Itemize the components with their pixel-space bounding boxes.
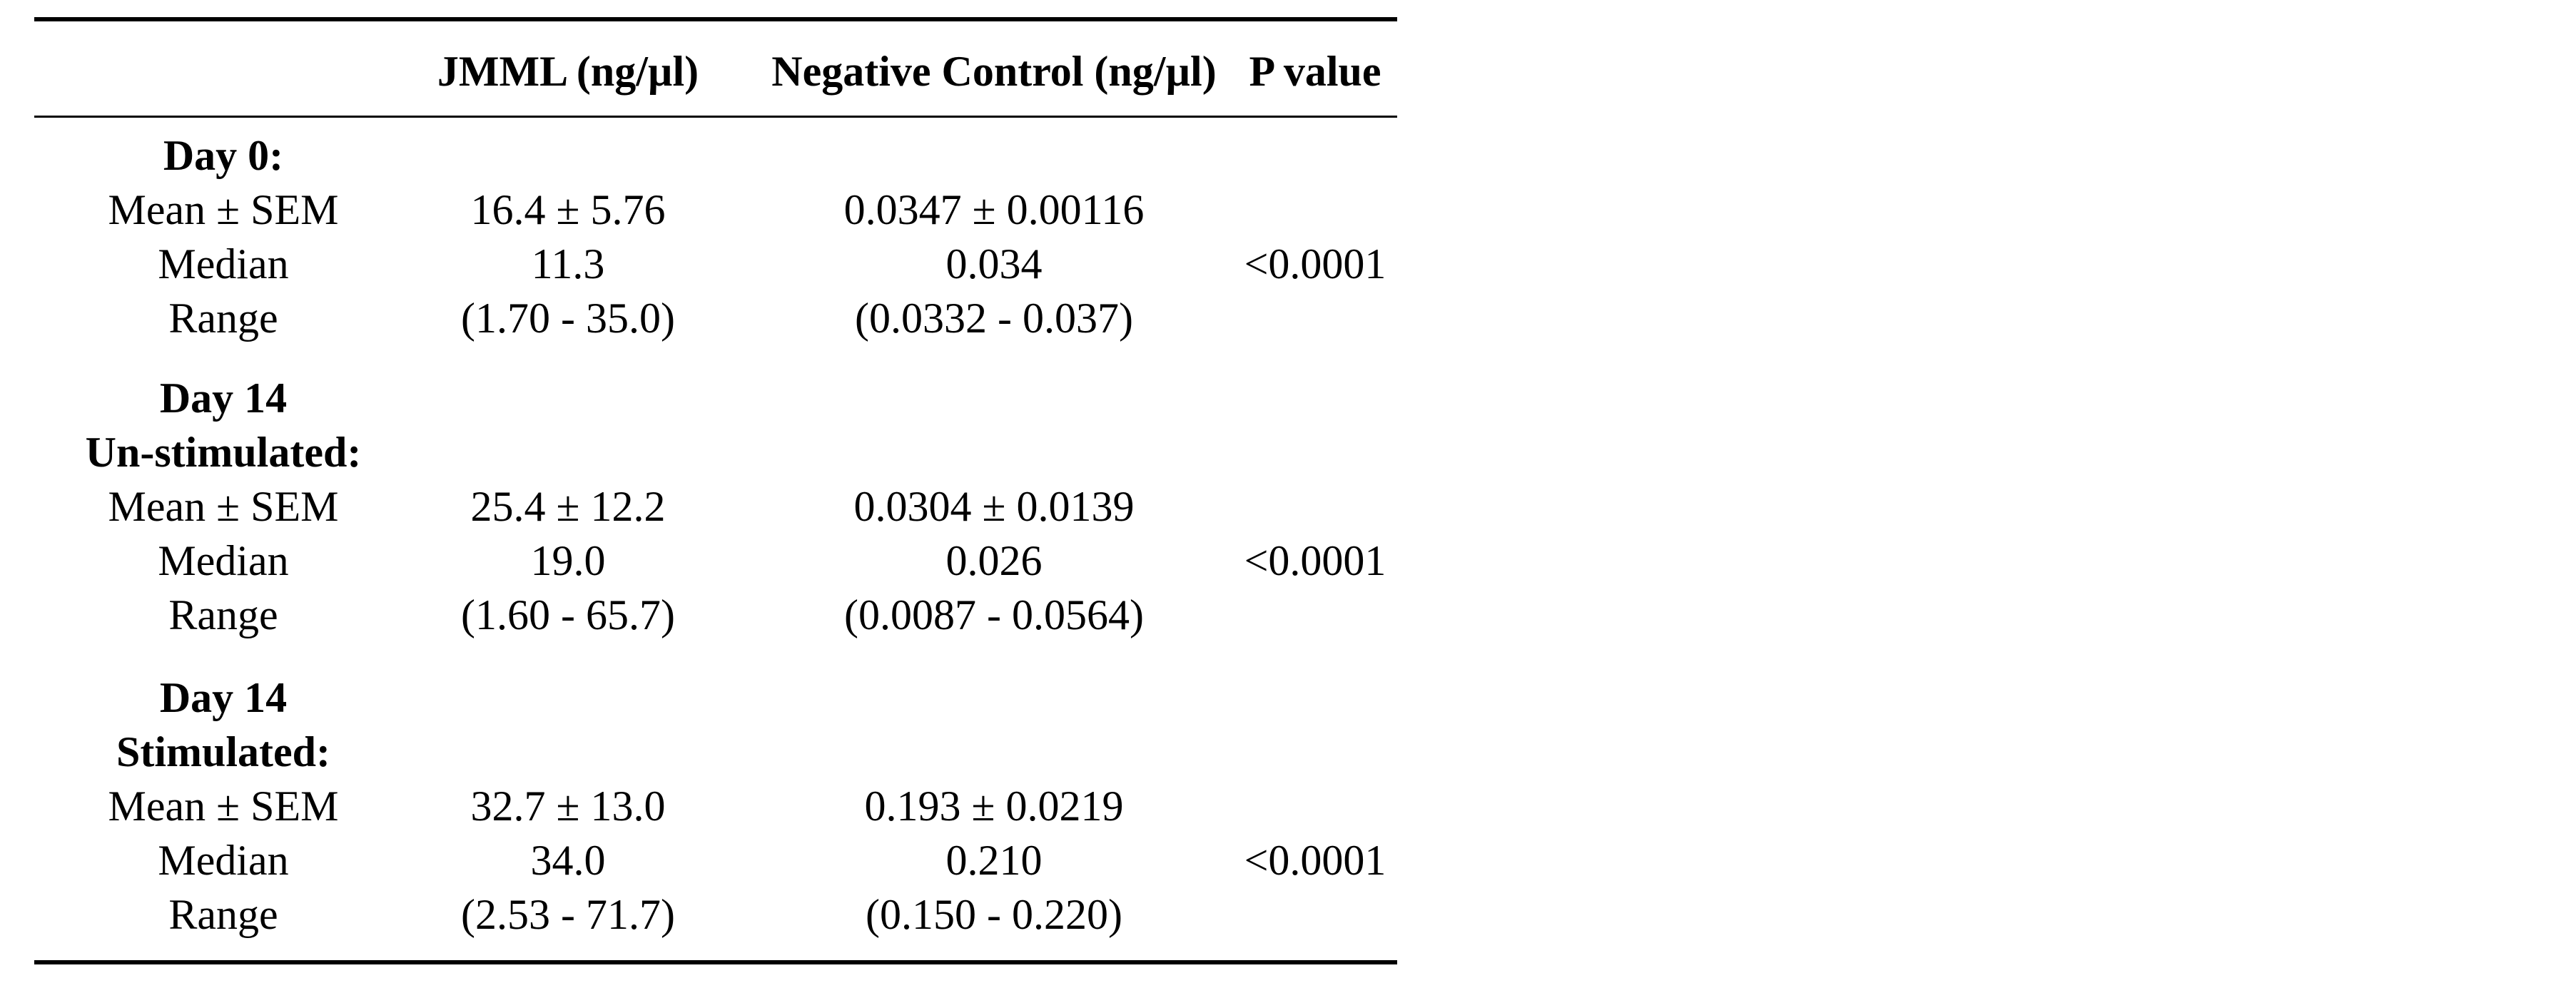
table-top-rule xyxy=(34,17,1397,21)
cell-jmml-median: 34.0 xyxy=(530,837,606,884)
header-jmml: JMML (ng/µl) xyxy=(437,48,699,95)
cell-jmml-mean: 16.4 ± 5.76 xyxy=(470,186,666,233)
row-label-mean-sem: Mean ± SEM xyxy=(108,186,339,233)
table-bottom-rule xyxy=(34,960,1397,964)
cell-jmml-median: 19.0 xyxy=(530,537,606,584)
cell-jmml-mean: 25.4 ± 12.2 xyxy=(470,483,666,530)
cell-jmml-range: (1.60 - 65.7) xyxy=(461,591,675,638)
cell-control-mean: 0.0347 ± 0.00116 xyxy=(843,186,1145,233)
header-negative-control: Negative Control (ng/µl) xyxy=(771,48,1217,95)
row-label-median: Median xyxy=(158,537,289,584)
cell-control-median: 0.034 xyxy=(945,240,1043,287)
cell-jmml-range: (1.70 - 35.0) xyxy=(461,295,675,342)
row-label-range: Range xyxy=(168,891,278,938)
cell-jmml-median: 11.3 xyxy=(531,240,605,287)
cell-control-mean: 0.0304 ± 0.0139 xyxy=(853,483,1135,530)
cell-jmml-mean: 32.7 ± 13.0 xyxy=(470,783,666,830)
group-title-day14-unstimulated: Un-stimulated: xyxy=(85,429,362,476)
header-p-value: P value xyxy=(1249,48,1381,95)
cell-p-value: <0.0001 xyxy=(1244,240,1386,287)
group-title-day14-line1: Day 14 xyxy=(159,375,288,422)
cell-control-range: (0.0332 - 0.037) xyxy=(855,295,1133,342)
cell-control-range: (0.0087 - 0.0564) xyxy=(844,591,1144,638)
cell-control-range: (0.150 - 0.220) xyxy=(866,891,1122,938)
row-label-median: Median xyxy=(158,240,289,287)
table-header-rule xyxy=(34,116,1397,118)
row-label-mean-sem: Mean ± SEM xyxy=(108,783,339,830)
cell-control-median: 0.026 xyxy=(945,537,1043,584)
group-title-day0: Day 0: xyxy=(163,132,284,179)
group-title-day14-stimulated: Stimulated: xyxy=(116,728,330,775)
cell-jmml-range: (2.53 - 71.7) xyxy=(461,891,675,938)
row-label-range: Range xyxy=(168,295,278,342)
group-title-day14-line1: Day 14 xyxy=(159,674,288,721)
cell-p-value: <0.0001 xyxy=(1244,537,1386,584)
row-label-range: Range xyxy=(168,591,278,638)
cell-control-mean: 0.193 ± 0.0219 xyxy=(864,783,1124,830)
cell-control-median: 0.210 xyxy=(945,837,1043,884)
row-label-mean-sem: Mean ± SEM xyxy=(108,483,339,530)
row-label-median: Median xyxy=(158,837,289,884)
cell-p-value: <0.0001 xyxy=(1244,837,1386,884)
